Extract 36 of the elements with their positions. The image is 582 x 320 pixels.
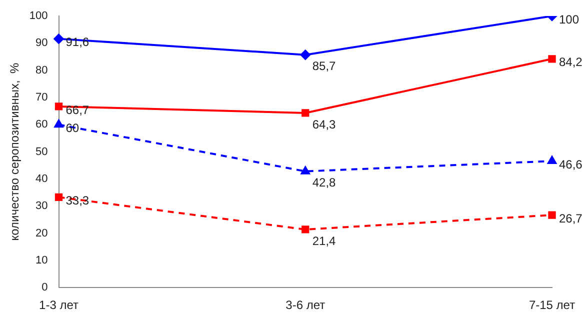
- point: [300, 50, 310, 60]
- y-tick-label: 40: [36, 172, 48, 185]
- data-label: 21,4: [312, 234, 336, 248]
- y-tick-label: 50: [36, 146, 48, 158]
- x-tick-label: 7-15 лет: [528, 298, 576, 312]
- point: [302, 109, 310, 117]
- data-label: 26,7: [559, 211, 582, 226]
- point: [548, 211, 556, 219]
- point: [54, 102, 63, 110]
- data-label: 85,7: [312, 59, 336, 74]
- data-label: 46,6: [559, 157, 582, 172]
- y-tick-label: 70: [36, 92, 48, 104]
- y-tick-label: 30: [36, 200, 48, 212]
- y-tick-label: 80: [36, 64, 48, 76]
- y-tick-label: 20: [36, 227, 48, 240]
- x-tick-label: 3-6 лет: [286, 298, 326, 312]
- point: [548, 55, 556, 63]
- data-label: 33,3: [66, 193, 90, 208]
- point: [54, 120, 64, 128]
- y-tick-label: 90: [36, 37, 48, 50]
- y-tick-label: 0: [42, 282, 48, 294]
- y-tick-label: 10: [36, 254, 48, 266]
- point: [302, 226, 310, 234]
- data-label: 60: [66, 120, 80, 135]
- point: [54, 34, 64, 44]
- y-axis-title: количество серопозитивных, %: [8, 62, 22, 241]
- data-label: 100: [559, 12, 580, 26]
- data-label: 84,2: [559, 55, 582, 70]
- y-tick-label: 60: [36, 118, 48, 131]
- data-label: 42,8: [312, 176, 336, 190]
- point: [300, 166, 310, 174]
- point: [54, 193, 63, 201]
- y-tick-label: 100: [29, 10, 48, 22]
- data-label: 64,3: [312, 117, 336, 132]
- point: [548, 156, 556, 164]
- x-tick-label: 1-3 лет: [39, 298, 79, 312]
